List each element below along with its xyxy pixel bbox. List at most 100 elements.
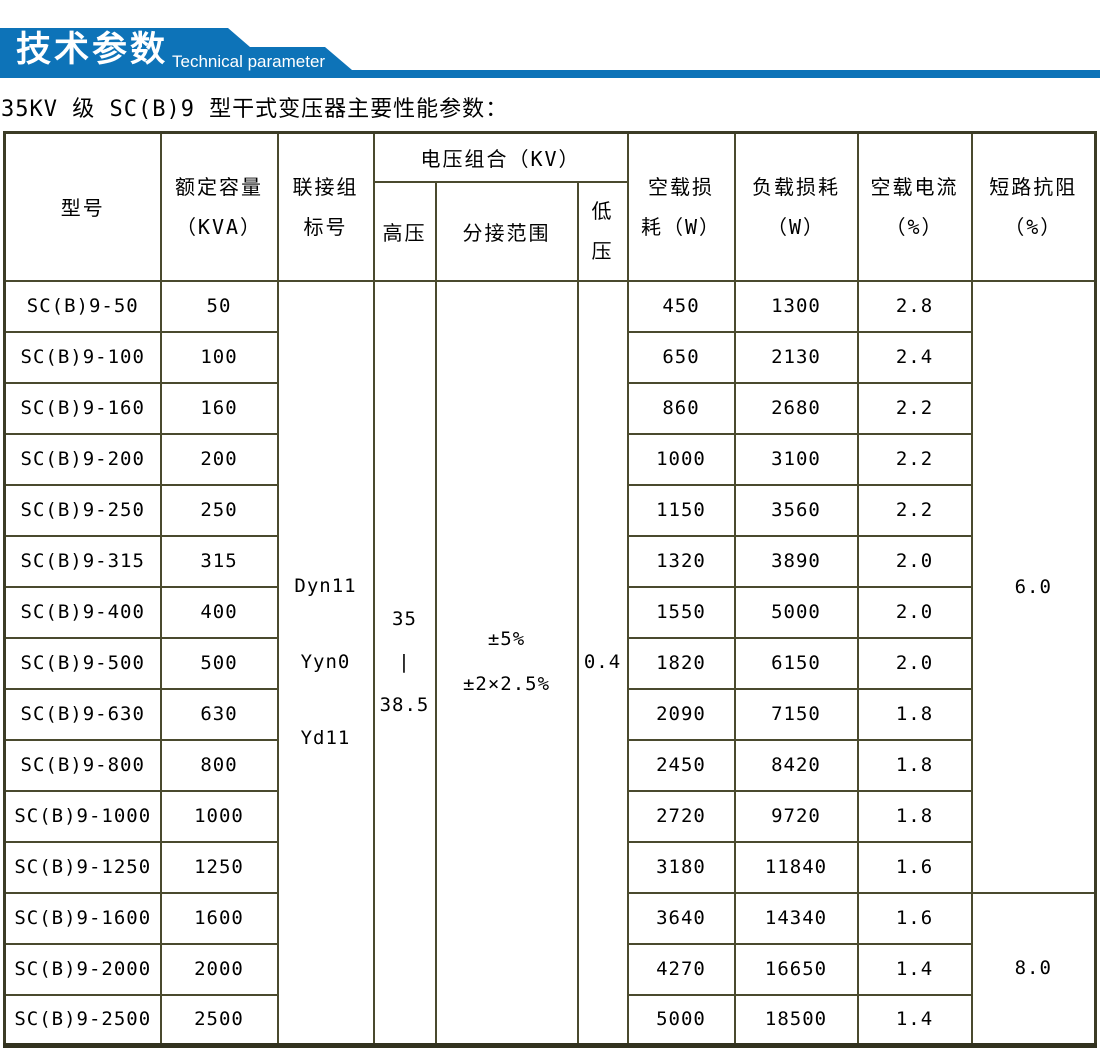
- table-row: SC(B)9-630 630 2090 7150 1.8: [3, 687, 1096, 741]
- cell-load-loss: 6150: [733, 636, 859, 690]
- cell-model: SC(B)9-630: [3, 687, 162, 741]
- header-no-load-current: 空载电流 （%）: [856, 131, 973, 282]
- cell-capacity: 2000: [159, 942, 279, 996]
- cell-capacity: 315: [159, 534, 279, 588]
- cell-load-loss: 1300: [733, 279, 859, 333]
- header-model: 型号: [3, 131, 162, 282]
- table-row: SC(B)9-400 400 1550 5000 2.0: [3, 585, 1096, 639]
- cell-no-load-loss: 1150: [626, 483, 736, 537]
- cell-capacity: 1000: [159, 789, 279, 843]
- cell-no-load-loss: 2720: [626, 789, 736, 843]
- header-impedance: 短路抗阻 （%）: [970, 131, 1097, 282]
- table-row: SC(B)9-2500 2500 5000 18500 1.4: [3, 993, 1096, 1047]
- cell-model: SC(B)9-1250: [3, 840, 162, 894]
- cell-load-loss: 3890: [733, 534, 859, 588]
- table-body: SC(B)9-50 50 Dyn11 Yyn0 Yd11 35 | 38.5 ±5% ±2×2.5…: [3, 279, 1097, 1047]
- banner: 技术参数 Technical parameter: [0, 27, 1100, 78]
- table-row: SC(B)9-800 800 2450 8420 1.8: [3, 738, 1096, 792]
- header-low-voltage: 低 压: [576, 180, 629, 282]
- cell-model: SC(B)9-50: [3, 279, 162, 333]
- header-voltage-combination: 电压组合（KV）: [372, 131, 629, 183]
- cell-model: SC(B)9-1000: [3, 789, 162, 843]
- cell-no-load-loss: 450: [626, 279, 736, 333]
- cell-low-voltage: 0.4: [576, 279, 629, 1047]
- cell-no-load-current: 2.2: [856, 432, 973, 486]
- cell-load-loss: 11840: [733, 840, 859, 894]
- cell-connection-group: Dyn11 Yyn0 Yd11: [276, 279, 375, 1047]
- cell-no-load-loss: 860: [626, 381, 736, 435]
- cell-model: SC(B)9-250: [3, 483, 162, 537]
- cell-model: SC(B)9-315: [3, 534, 162, 588]
- table-row: SC(B)9-1600 1600 3640 14340 1.6 8.0: [3, 891, 1097, 1047]
- cell-load-loss: 3560: [733, 483, 859, 537]
- table-row: SC(B)9-100 100 650 2130 2.4: [3, 330, 1096, 384]
- cell-no-load-current: 2.4: [856, 330, 973, 384]
- cell-capacity: 50: [159, 279, 279, 333]
- cell-no-load-loss: 2090: [626, 687, 736, 741]
- cell-no-load-current: 2.0: [856, 534, 973, 588]
- cell-load-loss: 16650: [733, 942, 859, 996]
- cell-impedance: 8.0: [970, 891, 1097, 1047]
- cell-model: SC(B)9-500: [3, 636, 162, 690]
- cell-load-loss: 18500: [733, 993, 859, 1047]
- cell-no-load-current: 1.8: [856, 789, 973, 843]
- cell-no-load-loss: 3180: [626, 840, 736, 894]
- table-caption: 35KV 级 SC(B)9 型干式变压器主要性能参数：: [1, 97, 509, 122]
- cell-no-load-current: 1.6: [856, 840, 973, 894]
- table-row: SC(B)9-200 200 1000 3100 2.2: [3, 432, 1096, 486]
- cell-no-load-current: 1.8: [856, 738, 973, 792]
- cell-capacity: 100: [159, 330, 279, 384]
- cell-no-load-current: 1.4: [856, 942, 973, 996]
- cell-load-loss: 7150: [733, 687, 859, 741]
- table-header: 型号 额定容量 （KVA） 联接组 标号 电压组合（KV） 空载损 耗（W） 负…: [3, 131, 1097, 282]
- header-capacity: 额定容量 （KVA）: [159, 131, 279, 282]
- cell-load-loss: 8420: [733, 738, 859, 792]
- cell-no-load-current: 2.2: [856, 483, 973, 537]
- cell-impedance: 6.0: [970, 279, 1097, 894]
- cell-no-load-loss: 1320: [626, 534, 736, 588]
- cell-tap-range: ±5% ±2×2.5%: [434, 279, 579, 1047]
- table-row: SC(B)9-50 50 Dyn11 Yyn0 Yd11 35 | 38.5 ±5% ±2×2.5…: [3, 279, 1097, 1047]
- cell-capacity: 250: [159, 483, 279, 537]
- cell-no-load-loss: 4270: [626, 942, 736, 996]
- header-no-load-loss: 空载损 耗（W）: [626, 131, 736, 282]
- cell-load-loss: 2130: [733, 330, 859, 384]
- cell-load-loss: 5000: [733, 585, 859, 639]
- table-row: SC(B)9-1250 1250 3180 11840 1.6: [3, 840, 1096, 894]
- cell-model: SC(B)9-100: [3, 330, 162, 384]
- cell-no-load-loss: 3640: [626, 891, 736, 945]
- cell-capacity: 630: [159, 687, 279, 741]
- cell-capacity: 160: [159, 381, 279, 435]
- cell-no-load-loss: 2450: [626, 738, 736, 792]
- cell-capacity: 1600: [159, 891, 279, 945]
- cell-capacity: 500: [159, 636, 279, 690]
- cell-capacity: 800: [159, 738, 279, 792]
- cell-model: SC(B)9-800: [3, 738, 162, 792]
- cell-no-load-loss: 1820: [626, 636, 736, 690]
- cell-load-loss: 2680: [733, 381, 859, 435]
- cell-no-load-loss: 650: [626, 330, 736, 384]
- banner-subtitle: Technical parameter: [172, 52, 326, 71]
- cell-no-load-current: 1.6: [856, 891, 973, 945]
- cell-model: SC(B)9-2000: [3, 942, 162, 996]
- cell-no-load-current: 1.8: [856, 687, 973, 741]
- cell-capacity: 400: [159, 585, 279, 639]
- cell-model: SC(B)9-2500: [3, 993, 162, 1047]
- cell-no-load-current: 2.0: [856, 585, 973, 639]
- cell-no-load-current: 2.8: [856, 279, 973, 333]
- table-row: SC(B)9-315 315 1320 3890 2.0: [3, 534, 1096, 588]
- cell-model: SC(B)9-200: [3, 432, 162, 486]
- parameters-table: 型号 额定容量 （KVA） 联接组 标号 电压组合（KV） 空载损 耗（W） 负…: [3, 131, 1097, 1048]
- cell-capacity: 200: [159, 432, 279, 486]
- banner-title: 技术参数: [16, 30, 169, 69]
- cell-no-load-loss: 5000: [626, 993, 736, 1047]
- cell-no-load-current: 1.4: [856, 993, 973, 1047]
- cell-high-voltage: 35 | 38.5: [372, 279, 437, 1047]
- header-tap-range: 分接范围: [434, 180, 579, 282]
- cell-load-loss: 9720: [733, 789, 859, 843]
- cell-load-loss: 14340: [733, 891, 859, 945]
- table-row: SC(B)9-1000 1000 2720 9720 1.8: [3, 789, 1096, 843]
- cell-no-load-current: 2.2: [856, 381, 973, 435]
- table-row: SC(B)9-160 160 860 2680 2.2: [3, 381, 1096, 435]
- header-high-voltage: 高压: [372, 180, 437, 282]
